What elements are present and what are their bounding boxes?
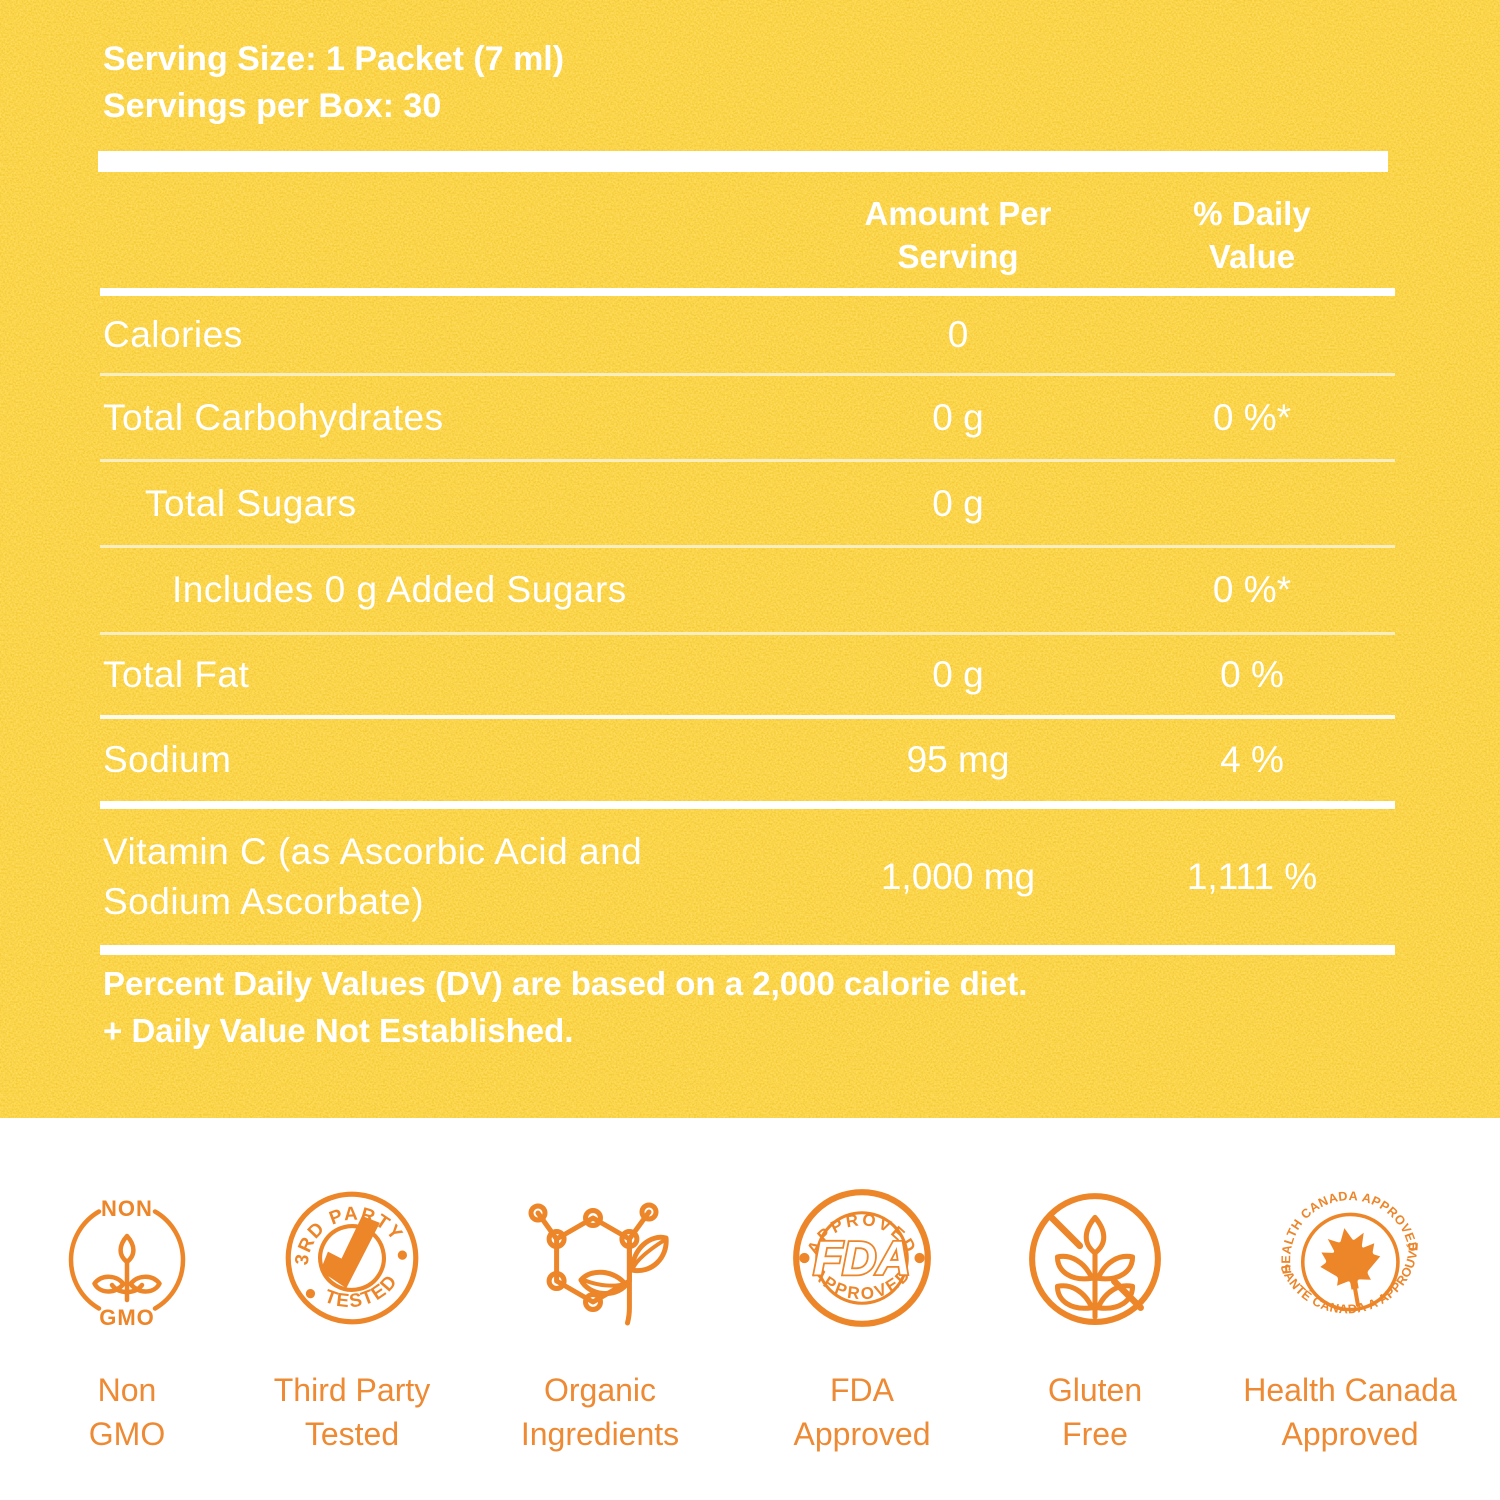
badge-label-line1: FDA [829,1372,894,1408]
slash-bottom-segment [1110,1278,1144,1311]
row-label: Sodium [103,738,232,780]
row-daily-value: 4 % [1220,738,1284,780]
badge-label: Non GMO [89,1368,165,1456]
separator [100,545,1395,548]
organic-ingredients-icon [528,1202,669,1326]
badge-gluten-free: Gluten Free [970,1178,1220,1456]
table-row-vitamin-c: Vitamin C (as Ascorbic Acid and Sodium A… [100,809,1395,945]
badge-fda-approved: APPROVED APPROVED FDA FDA Approved [737,1178,987,1456]
badge-icon-box: HEALTH CANADA APPROVED SANTÉ CANADA A AP… [1269,1178,1431,1338]
badge-label: Gluten Free [1048,1368,1142,1456]
row-label: Vitamin C (as Ascorbic Acid and Sodium A… [103,831,643,922]
fda-center-text: FDA [813,1232,910,1285]
non-gmo-icon: NON GMO [68,1196,186,1328]
separator [100,801,1395,809]
row-amount: 0 g [932,654,984,695]
row-amount: 0 [947,313,969,355]
row-daily-value: 1,111 % [1186,856,1318,897]
badge-label-line2: GMO [88,1416,166,1452]
badge-label: Third Party Tested [274,1368,430,1456]
orange-grain-texture [0,0,1500,1118]
badge-third-party-tested: 3RD PARTY TESTED Third Party Tested [227,1178,477,1456]
badge-label-line2: Ingredients [520,1416,680,1452]
separator [100,288,1395,296]
badge-label-line2: Approved [793,1416,931,1452]
row-daily-value: 0 %* [1212,396,1292,438]
gluten-free-icon [1029,1193,1161,1325]
slash-top-segment [1049,1215,1084,1250]
badge-label-line1: Non [97,1372,157,1408]
badge-label-line1: Gluten [1047,1372,1143,1408]
nutrition-panel: Serving Size: 1 Packet (7 ml) Servings p… [0,0,1500,1118]
health-canada-approved-icon: HEALTH CANADA APPROVED SANTÉ CANADA A AP… [1269,1178,1431,1328]
row-label: Includes 0 g Added Sugars [172,569,627,610]
top-divider-bar [98,151,1388,172]
separator [100,459,1395,462]
serving-size-text: Serving Size: 1 Packet (7 ml) [103,40,565,78]
badge-label: FDA Approved [794,1368,931,1456]
serving-info: Serving Size: 1 Packet (7 ml) Servings p… [103,36,564,130]
separator [100,945,1395,955]
row-amount: 0 g [932,482,984,524]
badge-label: Health Canada Approved [1243,1368,1456,1456]
badge-label-line1: Health Canada [1243,1372,1457,1408]
badge-label: Organic Ingredients [521,1368,679,1456]
badge-label-line1: Third Party [273,1372,431,1408]
badge-non-gmo: NON GMO Non GMO [2,1178,252,1456]
footnote: Percent Daily Values (DV) are based on a… [103,960,1027,1054]
badge-organic-ingredients: Organic Ingredients [475,1178,725,1456]
row-daily-value: 0 % [1220,654,1284,695]
badge-icon-box [1024,1178,1166,1338]
row-daily-value: 0 %* [1212,569,1292,610]
badge-label-line1: Organic [543,1372,657,1408]
separator [100,373,1395,376]
maple-leaf-glyph [1320,1228,1381,1290]
row-amount: 1,000 mg [880,856,1036,897]
badge-icon-box [525,1178,675,1338]
table-row-added-sugars: Includes 0 g Added Sugars 0 %* [100,548,1395,632]
fda-approved-icon: APPROVED APPROVED FDA [793,1189,931,1327]
row-label: Total Fat [103,654,250,695]
non-gmo-bottom-text: GMO [99,1305,155,1328]
column-header-amount: Amount Per Serving [864,195,1052,275]
row-label: Total Sugars [145,482,357,524]
column-header-daily-value: % Daily Value [1193,195,1311,275]
non-gmo-top-text: NON [101,1196,153,1221]
badge-icon-box: APPROVED APPROVED FDA [790,1178,934,1338]
table-row-total-sugars: Total Sugars 0 g [100,462,1395,545]
badge-health-canada-approved: HEALTH CANADA APPROVED SANTÉ CANADA A AP… [1225,1178,1475,1456]
row-label: Total Carbohydrates [103,396,444,438]
third-party-tested-icon: 3RD PARTY TESTED [280,1190,419,1325]
badge-icon-box: 3RD PARTY TESTED [280,1178,424,1338]
row-label: Calories [103,313,243,355]
row-amount: 95 mg [906,738,1010,780]
table-row-total-carbohydrates: Total Carbohydrates 0 g 0 %* [100,376,1395,459]
badge-label-line2: Approved [1281,1416,1419,1452]
row-amount: 0 g [932,396,984,438]
checkmark-glyph [320,1215,380,1289]
table-row-total-fat: Total Fat 0 g 0 % [100,635,1395,715]
certification-badges-strip: NON GMO Non GMO [0,1118,1500,1500]
separator [100,632,1395,635]
footnote-line-2: + Daily Value Not Established. [103,1012,574,1049]
servings-per-box-text: Servings per Box: 30 [103,87,442,125]
badge-label-line2: Tested [304,1416,400,1452]
table-row-calories: Calories 0 [100,296,1395,373]
separator [100,715,1395,719]
footnote-line-1: Percent Daily Values (DV) are based on a… [103,965,1028,1002]
table-row-sodium: Sodium 95 mg 4 % [100,718,1395,801]
badge-icon-box: NON GMO [57,1178,197,1338]
badge-label-line2: Free [1062,1416,1128,1452]
